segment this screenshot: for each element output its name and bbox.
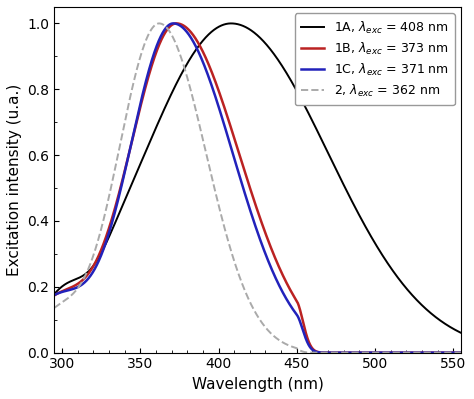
- 1C, $\lambda_{exc}$ = 371 nm: [99, 252, 104, 257]
- X-axis label: Wavelength (nm): Wavelength (nm): [192, 377, 324, 392]
- 1A, $\lambda_{exc}$ = 408 nm: [466, 334, 472, 339]
- Line: 1B, $\lambda_{exc}$ = 373 nm: 1B, $\lambda_{exc}$ = 373 nm: [55, 24, 469, 353]
- 1A, $\lambda_{exc}$ = 408 nm: [210, 28, 216, 33]
- 1A, $\lambda_{exc}$ = 408 nm: [228, 21, 234, 26]
- Line: 2, $\lambda_{exc}$ = 362 nm: 2, $\lambda_{exc}$ = 362 nm: [55, 24, 469, 353]
- 2, $\lambda_{exc}$ = 362 nm: [458, 350, 464, 355]
- 1C, $\lambda_{exc}$ = 371 nm: [228, 146, 234, 151]
- 1A, $\lambda_{exc}$ = 408 nm: [123, 195, 129, 200]
- 1B, $\lambda_{exc}$ = 373 nm: [466, 350, 472, 355]
- 1A, $\lambda_{exc}$ = 408 nm: [228, 21, 234, 26]
- 1B, $\lambda_{exc}$ = 373 nm: [173, 21, 179, 26]
- 1B, $\lambda_{exc}$ = 373 nm: [99, 246, 104, 251]
- 1B, $\lambda_{exc}$ = 373 nm: [210, 74, 216, 79]
- 1C, $\lambda_{exc}$ = 371 nm: [52, 292, 57, 297]
- 1A, $\lambda_{exc}$ = 408 nm: [99, 250, 104, 255]
- 2, $\lambda_{exc}$ = 362 nm: [123, 113, 129, 118]
- 2, $\lambda_{exc}$ = 362 nm: [466, 350, 472, 355]
- 1B, $\lambda_{exc}$ = 373 nm: [52, 293, 57, 298]
- 1A, $\lambda_{exc}$ = 408 nm: [52, 292, 57, 296]
- 2, $\lambda_{exc}$ = 362 nm: [99, 225, 104, 230]
- 2, $\lambda_{exc}$ = 362 nm: [413, 350, 419, 355]
- 2, $\lambda_{exc}$ = 362 nm: [156, 21, 162, 26]
- 1B, $\lambda_{exc}$ = 373 nm: [228, 126, 234, 131]
- Line: 1C, $\lambda_{exc}$ = 371 nm: 1C, $\lambda_{exc}$ = 371 nm: [55, 24, 469, 353]
- 1C, $\lambda_{exc}$ = 371 nm: [210, 88, 216, 93]
- 1C, $\lambda_{exc}$ = 371 nm: [458, 350, 464, 355]
- Legend: 1A, $\lambda_{exc}$ = 408 nm, 1B, $\lambda_{exc}$ = 373 nm, 1C, $\lambda_{exc}$ : 1A, $\lambda_{exc}$ = 408 nm, 1B, $\lamb…: [295, 13, 455, 105]
- 1C, $\lambda_{exc}$ = 371 nm: [413, 350, 419, 355]
- 1B, $\lambda_{exc}$ = 373 nm: [413, 350, 419, 355]
- 1C, $\lambda_{exc}$ = 371 nm: [466, 350, 472, 355]
- 1A, $\lambda_{exc}$ = 408 nm: [413, 297, 419, 302]
- 1B, $\lambda_{exc}$ = 373 nm: [458, 350, 464, 355]
- 2, $\lambda_{exc}$ = 362 nm: [210, 182, 216, 186]
- 1C, $\lambda_{exc}$ = 371 nm: [123, 163, 129, 168]
- 1C, $\lambda_{exc}$ = 371 nm: [170, 21, 176, 26]
- Line: 1A, $\lambda_{exc}$ = 408 nm: 1A, $\lambda_{exc}$ = 408 nm: [55, 24, 469, 336]
- 1B, $\lambda_{exc}$ = 373 nm: [123, 162, 129, 167]
- 2, $\lambda_{exc}$ = 362 nm: [228, 250, 234, 255]
- 2, $\lambda_{exc}$ = 362 nm: [52, 305, 57, 310]
- 1A, $\lambda_{exc}$ = 408 nm: [458, 330, 464, 335]
- Y-axis label: Excitation intensity (u.a.): Excitation intensity (u.a.): [7, 84, 22, 276]
